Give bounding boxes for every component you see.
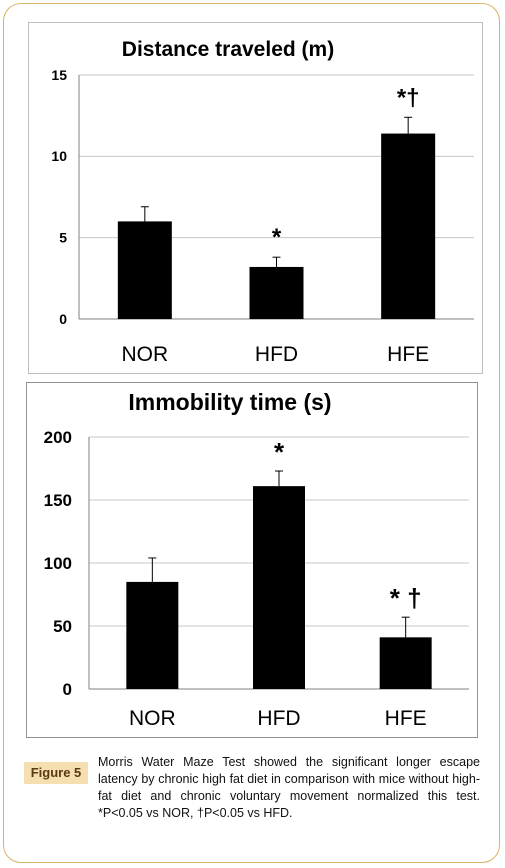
significance-mark: * [274, 437, 285, 467]
bar-nor [117, 221, 172, 319]
y-tick-label: 200 [44, 428, 72, 447]
x-tick-label: NOR [121, 343, 168, 366]
significance-mark: * † [390, 583, 422, 613]
distance-chart-panel: Distance traveled (m) 0 5 10 15 NOR * HFD *† HFE [28, 22, 483, 374]
significance-mark: * [272, 224, 282, 251]
figure-label: Figure 5 [24, 762, 88, 784]
chart-title: Immobility time (s) [128, 389, 331, 415]
x-tick-label: NOR [129, 707, 176, 730]
immobility-chart: Immobility time (s) 0 50 100 150 200 NOR * HFD * … [44, 389, 469, 730]
bar-nor [126, 581, 179, 689]
x-tick-label: HFE [385, 707, 427, 730]
significance-mark: *† [397, 84, 420, 111]
x-tick-label: HFD [257, 707, 300, 730]
bar-hfd [249, 266, 304, 319]
chart-title: Distance traveled (m) [122, 38, 334, 61]
distance-chart: Distance traveled (m) 0 5 10 15 NOR * HFD *† HFE [51, 38, 474, 366]
bar-hfe [379, 637, 432, 689]
y-tick-label: 100 [44, 554, 72, 573]
y-tick-label: 50 [53, 617, 72, 636]
y-tick-label: 5 [59, 230, 67, 246]
figure-frame [3, 3, 500, 863]
bar-hfe [381, 133, 436, 319]
immobility-chart-panel: Immobility time (s) 0 50 100 150 200 NOR * HFD * … [26, 382, 478, 738]
y-tick-label: 150 [44, 491, 72, 510]
figure-caption: Figure 5 Morris Water Maze Test showed t… [24, 754, 482, 854]
bar-hfd [253, 486, 305, 689]
caption-text: Morris Water Maze Test showed the signif… [98, 755, 480, 820]
x-tick-label: HFD [255, 343, 298, 366]
y-tick-label: 0 [63, 680, 72, 699]
y-tick-label: 0 [59, 311, 67, 327]
y-tick-label: 15 [51, 67, 67, 83]
x-tick-label: HFE [387, 343, 429, 366]
y-tick-label: 10 [51, 148, 67, 164]
